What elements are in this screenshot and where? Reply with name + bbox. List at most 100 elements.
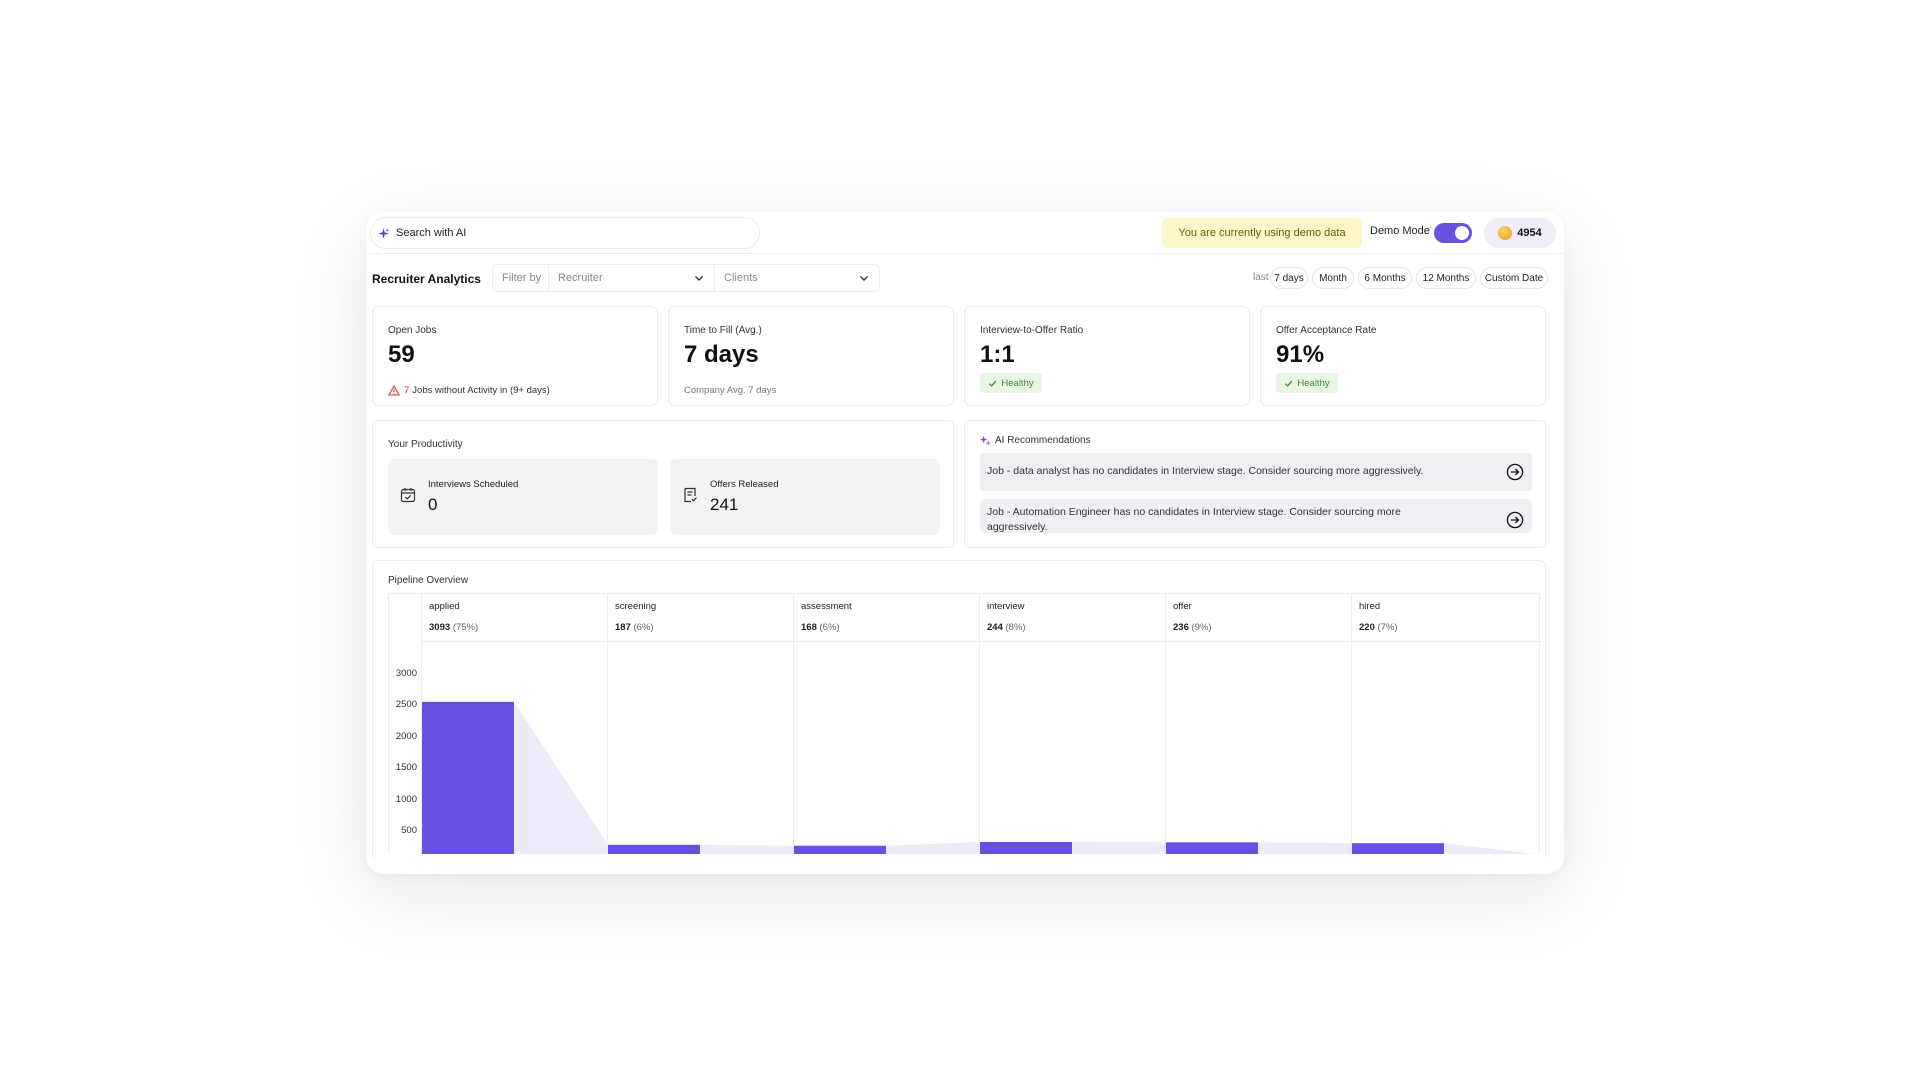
range-7-days-button[interactable]: 7 days — [1270, 267, 1308, 289]
offers-released-label: Offers Released — [710, 479, 779, 490]
coin-icon — [1498, 226, 1513, 240]
inactive-jobs-text: Jobs without Activity in (9+ days) — [412, 385, 550, 396]
interviews-scheduled-label: Interviews Scheduled — [428, 479, 519, 490]
stage-column-hired: hired 220 (7%) — [1351, 594, 1541, 854]
stage-column-offer: offer 236 (9%) — [1165, 594, 1351, 854]
flow-area — [886, 841, 980, 854]
stage-count: 236 (9%) — [1173, 622, 1212, 633]
interview-offer-ratio-label: Interview-to-Offer Ratio — [980, 325, 1084, 336]
recommendation-text: Job - data analyst has no candidates in … — [987, 465, 1424, 477]
stage-column-assessment: assessment 168 (6%) — [793, 594, 979, 854]
open-jobs-label: Open Jobs — [388, 325, 437, 336]
company-average: Company Avg. 7 days — [684, 385, 777, 396]
offers-released-value: 241 — [710, 495, 739, 514]
y-tick-label: 2500 — [395, 699, 417, 710]
ai-recommendation-item[interactable]: Job - data analyst has no candidates in … — [980, 453, 1532, 491]
y-tick-label: 2000 — [395, 731, 417, 742]
page-title: Recruiter Analytics — [372, 272, 481, 286]
ai-recommendation-item[interactable]: Job - Automation Engineer has no candida… — [980, 499, 1532, 533]
bar-assessment[interactable] — [794, 845, 886, 854]
stage-name: screening — [615, 601, 657, 612]
document-check-icon — [684, 487, 697, 503]
chevron-down-icon — [860, 276, 868, 281]
time-to-fill-value: 7 days — [684, 341, 759, 368]
stage-name: interview — [987, 601, 1025, 612]
y-tick-label: 500 — [401, 825, 417, 836]
credits-badge[interactable]: 4954 — [1484, 218, 1556, 248]
stage-column-applied: applied 3093 (75%) — [421, 594, 607, 854]
range-prefix: last — [1253, 272, 1269, 283]
arrow-right-circle-icon[interactable] — [1506, 511, 1524, 529]
range-custom-date-button[interactable]: Custom Date — [1480, 267, 1548, 289]
recruiter-select[interactable]: Recruiter — [548, 264, 714, 292]
chevron-down-icon — [695, 276, 703, 281]
flow-area — [1072, 841, 1166, 854]
flow-area — [514, 701, 608, 854]
search-placeholder: Search with AI — [396, 227, 467, 239]
clients-select[interactable]: Clients — [714, 264, 880, 292]
demo-mode-toggle[interactable] — [1434, 223, 1472, 243]
interview-offer-ratio-value: 1:1 — [980, 341, 1015, 368]
ai-sparkle-icon — [980, 435, 991, 446]
arrow-right-circle-icon[interactable] — [1506, 463, 1524, 481]
flow-area — [1258, 842, 1352, 854]
bar-offer[interactable] — [1166, 842, 1258, 854]
app-window: Search with AI You are currently using d… — [366, 212, 1564, 874]
productivity-title: Your Productivity — [388, 439, 463, 450]
filter-by-label: Filter by — [492, 264, 548, 292]
stage-count: 220 (7%) — [1359, 622, 1398, 633]
ai-recommendations-title: AI Recommendations — [980, 435, 1091, 446]
clients-placeholder: Clients — [724, 272, 758, 284]
healthy-badge: Healthy — [980, 373, 1042, 393]
bar-screening[interactable] — [608, 844, 700, 854]
toggle-knob — [1455, 226, 1469, 240]
bar-hired[interactable] — [1352, 843, 1444, 854]
time-to-fill-card: Time to Fill (Avg.) 7 days Company Avg. … — [668, 306, 954, 406]
bar-interview[interactable] — [980, 841, 1072, 854]
demo-data-banner: You are currently using demo data — [1162, 218, 1362, 248]
offers-released-tile[interactable]: Offers Released 241 — [670, 459, 940, 535]
check-icon — [989, 380, 997, 387]
flow-area — [700, 844, 794, 854]
recommendation-text: Job - Automation Engineer has no candida… — [987, 506, 1401, 533]
range-6-months-button[interactable]: 6 Months — [1358, 267, 1412, 289]
check-icon — [1285, 380, 1293, 387]
stage-name: offer — [1173, 601, 1192, 612]
stage-column-screening: screening 187 (6%) — [607, 594, 793, 854]
y-tick-label: 1500 — [395, 762, 417, 773]
range-month-button[interactable]: Month — [1312, 267, 1354, 289]
open-jobs-card: Open Jobs 59 7 Jobs without Activity in … — [372, 306, 658, 406]
sparkle-icon — [378, 227, 390, 239]
pipeline-bars — [422, 701, 1535, 854]
stage-count: 244 (8%) — [987, 622, 1026, 633]
credits-count: 4954 — [1517, 227, 1542, 239]
interviews-scheduled-tile[interactable]: Interviews Scheduled 0 — [388, 459, 658, 535]
bar-applied[interactable] — [422, 701, 514, 854]
y-tick-label: 3000 — [395, 668, 417, 679]
pipeline-overview-card: Pipeline Overview applied 3093 (75%) scr… — [372, 560, 1546, 860]
ai-recommendations-card: AI Recommendations Job - data analyst ha… — [964, 420, 1546, 548]
stage-name: applied — [429, 601, 460, 612]
stage-column-interview: interview 244 (8%) — [979, 594, 1165, 854]
interview-offer-ratio-card: Interview-to-Offer Ratio 1:1 Healthy — [964, 306, 1250, 406]
range-12-months-button[interactable]: 12 Months — [1416, 267, 1476, 289]
time-to-fill-label: Time to Fill (Avg.) — [684, 325, 762, 336]
productivity-card: Your Productivity Interviews Scheduled 0… — [372, 420, 954, 548]
offer-acceptance-label: Offer Acceptance Rate — [1276, 325, 1377, 336]
stage-name: assessment — [801, 601, 852, 612]
interviews-scheduled-value: 0 — [428, 495, 438, 514]
calendar-check-icon — [400, 488, 416, 503]
header-divider — [421, 641, 1541, 642]
warning-icon — [388, 385, 400, 396]
ai-search-input[interactable]: Search with AI — [370, 217, 760, 249]
recruiter-placeholder: Recruiter — [558, 272, 603, 284]
healthy-badge: Healthy — [1276, 373, 1338, 393]
healthy-badge-label: Healthy — [1297, 377, 1330, 389]
stage-count: 3093 (75%) — [429, 622, 479, 633]
inactive-jobs-warning[interactable]: 7 Jobs without Activity in (9+ days) — [388, 385, 550, 396]
healthy-badge-label: Healthy — [1001, 377, 1034, 389]
top-bar: Search with AI You are currently using d… — [366, 212, 1564, 254]
flow-area — [1444, 843, 1535, 854]
offer-acceptance-value: 91% — [1276, 341, 1325, 368]
y-tick-label: 1000 — [395, 794, 417, 805]
